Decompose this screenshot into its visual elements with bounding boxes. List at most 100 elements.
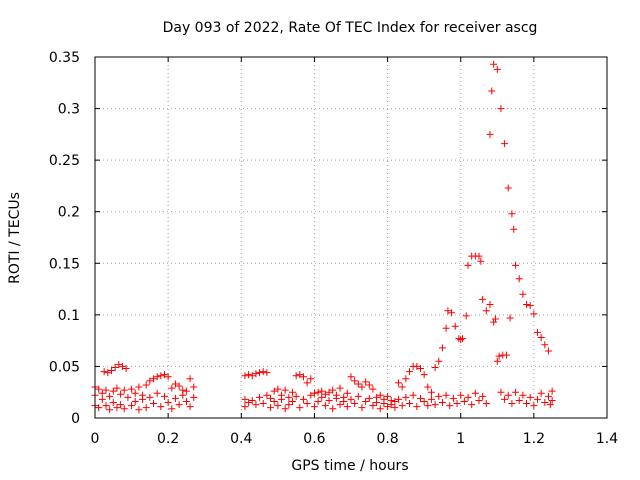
data-point-marker bbox=[245, 371, 253, 379]
x-tick-label: 0.6 bbox=[303, 431, 325, 447]
data-point-marker bbox=[113, 404, 121, 412]
y-tick-label: 0.2 bbox=[58, 205, 80, 221]
data-point-marker bbox=[259, 400, 267, 408]
data-point-marker bbox=[354, 392, 362, 400]
data-point-marker bbox=[534, 328, 542, 336]
data-point-marker bbox=[501, 395, 509, 403]
data-point-marker bbox=[146, 377, 154, 385]
y-tick-label: 0.15 bbox=[49, 256, 80, 272]
data-point-marker bbox=[292, 372, 300, 380]
data-point-marker bbox=[285, 401, 293, 409]
data-point-marker bbox=[512, 388, 520, 396]
data-point-marker bbox=[124, 393, 132, 401]
data-point-marker bbox=[307, 375, 315, 383]
data-point-marker bbox=[241, 372, 249, 380]
data-point-marker bbox=[530, 310, 538, 318]
data-point-marker bbox=[179, 391, 187, 399]
data-point-marker bbox=[175, 382, 183, 390]
data-point-marker bbox=[274, 402, 282, 410]
data-point-marker bbox=[120, 405, 128, 413]
data-point-marker bbox=[457, 336, 465, 344]
data-point-marker bbox=[486, 130, 494, 138]
data-point-marker bbox=[259, 368, 267, 376]
data-point-marker bbox=[270, 397, 278, 405]
data-point-marker bbox=[442, 324, 450, 332]
data-point-marker bbox=[296, 371, 304, 379]
data-point-marker bbox=[523, 301, 531, 309]
data-point-marker bbox=[307, 391, 315, 399]
data-point-marker bbox=[369, 385, 377, 393]
data-point-marker bbox=[519, 290, 527, 298]
data-point-marker bbox=[380, 400, 388, 408]
data-point-marker bbox=[495, 352, 503, 360]
data-point-marker bbox=[171, 394, 179, 402]
data-point-marker bbox=[241, 403, 249, 411]
data-point-marker bbox=[153, 373, 161, 381]
data-point-marker bbox=[544, 347, 552, 355]
data-point-marker bbox=[424, 402, 432, 410]
data-point-marker bbox=[501, 140, 509, 148]
data-point-marker bbox=[490, 60, 498, 68]
data-point-marker bbox=[512, 261, 520, 269]
data-point-marker bbox=[482, 400, 490, 408]
data-point-marker bbox=[303, 379, 311, 387]
data-point-marker bbox=[343, 389, 351, 397]
data-point-marker bbox=[142, 404, 150, 412]
data-point-marker bbox=[314, 397, 322, 405]
data-point-marker bbox=[435, 357, 443, 365]
data-point-marker bbox=[427, 395, 435, 403]
data-point-marker bbox=[504, 391, 512, 399]
data-point-marker bbox=[464, 393, 472, 401]
data-point-marker bbox=[139, 395, 147, 403]
data-point-marker bbox=[128, 385, 136, 393]
data-point-marker bbox=[182, 397, 190, 405]
data-point-marker bbox=[157, 403, 165, 411]
data-point-marker bbox=[164, 399, 172, 407]
data-point-marker bbox=[241, 395, 249, 403]
data-point-marker bbox=[263, 369, 271, 377]
data-point-marker bbox=[468, 401, 476, 409]
data-point-marker bbox=[391, 397, 399, 405]
data-point-marker bbox=[475, 396, 483, 404]
data-point-marker bbox=[358, 404, 366, 412]
x-tick-label: 0.4 bbox=[230, 431, 252, 447]
data-point-marker bbox=[438, 399, 446, 407]
data-point-marker bbox=[420, 371, 428, 379]
data-point-marker bbox=[384, 403, 392, 411]
data-point-marker bbox=[171, 380, 179, 388]
data-point-marker bbox=[160, 392, 168, 400]
data-point-marker bbox=[435, 392, 443, 400]
data-point-marker bbox=[329, 386, 337, 394]
data-point-marker bbox=[336, 384, 344, 392]
data-point-marker bbox=[351, 377, 359, 385]
data-point-marker bbox=[409, 391, 417, 399]
data-points bbox=[91, 60, 556, 414]
chart-title: Day 093 of 2022, Rate Of TEC Index for r… bbox=[163, 20, 538, 36]
data-point-marker bbox=[493, 65, 501, 73]
data-point-marker bbox=[442, 391, 450, 399]
data-point-marker bbox=[427, 388, 435, 396]
x-tick-label: 0 bbox=[91, 431, 100, 447]
data-point-marker bbox=[281, 405, 289, 413]
data-point-marker bbox=[510, 225, 518, 233]
data-point-marker bbox=[310, 389, 318, 397]
data-point-marker bbox=[107, 367, 115, 375]
data-point-marker bbox=[314, 388, 322, 396]
data-point-marker bbox=[398, 402, 406, 410]
data-point-marker bbox=[263, 391, 271, 399]
data-point-marker bbox=[451, 322, 459, 330]
data-point-marker bbox=[420, 397, 428, 405]
data-point-marker bbox=[310, 403, 318, 411]
data-point-marker bbox=[270, 387, 278, 395]
y-tick-label: 0.05 bbox=[49, 359, 80, 375]
grid bbox=[95, 57, 607, 418]
axis-ticks bbox=[94, 56, 608, 419]
data-point-marker bbox=[354, 380, 362, 388]
data-point-marker bbox=[351, 400, 359, 408]
data-point-marker bbox=[288, 388, 296, 396]
x-tick-label: 1.4 bbox=[596, 431, 618, 447]
data-point-marker bbox=[248, 396, 256, 404]
data-point-marker bbox=[190, 393, 198, 401]
y-tick-label: 0.25 bbox=[49, 153, 80, 169]
